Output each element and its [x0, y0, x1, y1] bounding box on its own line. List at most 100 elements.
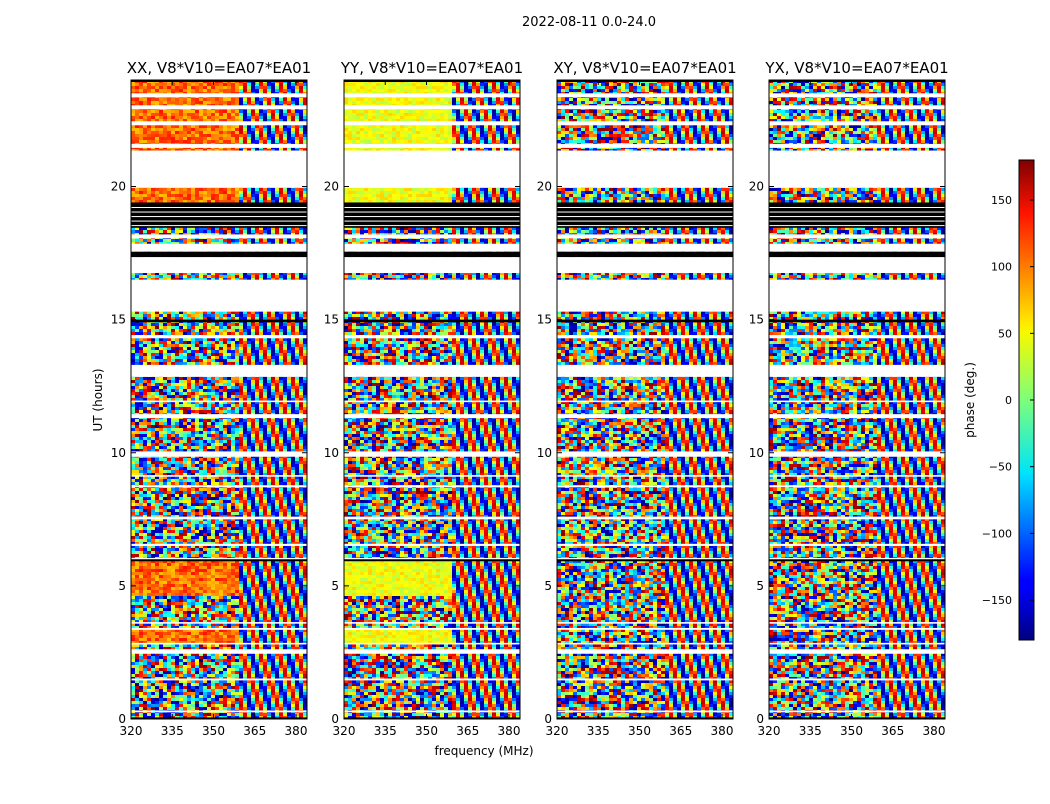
heatmap-cell [231, 83, 236, 87]
heatmap-cell [215, 377, 220, 381]
heatmap-cell [211, 395, 216, 399]
heatmap-cell [239, 134, 244, 138]
heatmap-cell [215, 323, 220, 327]
heatmap-cell [235, 332, 240, 336]
heatmap-cell [199, 350, 204, 354]
heatmap-cell [147, 419, 152, 423]
heatmap-cell [299, 272, 304, 276]
heatmap-cell [219, 89, 224, 93]
heatmap-cell [239, 377, 244, 381]
heatmap-cell [263, 227, 268, 231]
heatmap-cell [219, 191, 224, 195]
heatmap-cell [207, 137, 212, 141]
heatmap-cell [195, 113, 200, 117]
heatmap-cell [303, 242, 307, 246]
heatmap-cell [247, 128, 252, 132]
heatmap-cell [259, 128, 264, 132]
heatmap-cell [291, 326, 296, 330]
heatmap-cell [303, 128, 307, 132]
heatmap-cell [219, 329, 224, 333]
heatmap-cell [139, 131, 144, 135]
heatmap-cell [171, 137, 176, 141]
heatmap-cell [151, 344, 156, 348]
heatmap-cell [219, 350, 224, 354]
heatmap-cell [159, 323, 164, 327]
heatmap-cell [195, 272, 200, 276]
heatmap-cell [251, 128, 256, 132]
heatmap-cell [131, 362, 136, 366]
heatmap-cell [235, 350, 240, 354]
heatmap-cell [243, 407, 248, 411]
heatmap-cell [143, 194, 148, 198]
heatmap-cell [199, 116, 204, 120]
heatmap-cell [151, 353, 156, 357]
heatmap-cell [275, 188, 280, 192]
heatmap-cell [247, 125, 252, 129]
heatmap-cell [303, 407, 307, 411]
heatmap-cell [243, 380, 248, 384]
heatmap-cell [275, 347, 280, 351]
heatmap-cell [267, 197, 272, 201]
heatmap-cell [259, 197, 264, 201]
heatmap-cell [163, 128, 168, 132]
heatmap-cell [279, 194, 284, 198]
heatmap-cell [135, 353, 140, 357]
heatmap-cell [131, 116, 136, 120]
heatmap-cell [187, 98, 192, 102]
heatmap-cell [231, 125, 236, 129]
heatmap-cell [195, 275, 200, 279]
heatmap-cell [303, 311, 307, 315]
heatmap-cell [235, 200, 240, 204]
heatmap-cell [271, 392, 276, 396]
heatmap-cell [195, 188, 200, 192]
heatmap-cell [247, 395, 252, 399]
heatmap-cell [251, 383, 256, 387]
heatmap-cell [235, 137, 240, 141]
heatmap-cell [183, 353, 188, 357]
heatmap-cell [299, 332, 304, 336]
heatmap-cell [203, 137, 208, 141]
heatmap-cell [179, 197, 184, 201]
heatmap-cell [275, 386, 280, 390]
heatmap-cell [271, 338, 276, 342]
heatmap-cell [287, 341, 292, 345]
heatmap-cell [239, 86, 244, 90]
heatmap-cell [275, 140, 280, 144]
heatmap-cell [291, 101, 296, 105]
heatmap-cell [183, 227, 188, 231]
heatmap-cell [183, 377, 188, 381]
heatmap-cell [211, 362, 216, 366]
heatmap-cell [203, 191, 208, 195]
heatmap-cell [199, 194, 204, 198]
heatmap-cell [183, 311, 188, 315]
heatmap-cell [187, 392, 192, 396]
heatmap-cell [271, 191, 276, 195]
heatmap-cell [223, 200, 228, 204]
heatmap-cell [259, 341, 264, 345]
heatmap-cell [271, 140, 276, 144]
heatmap-cell [155, 350, 160, 354]
heatmap-cell [255, 395, 260, 399]
heatmap-cell [279, 404, 284, 408]
heatmap-cell [199, 200, 204, 204]
heatmap-cell [251, 398, 256, 402]
heatmap-cell [291, 350, 296, 354]
heatmap-cell [219, 119, 224, 123]
heatmap-cell [215, 110, 220, 114]
heatmap-cell [147, 125, 152, 129]
heatmap-cell [247, 323, 252, 327]
heatmap-cell [163, 275, 168, 279]
heatmap-cell [231, 362, 236, 366]
heatmap-cell [179, 110, 184, 114]
heatmap-cell [223, 86, 228, 90]
heatmap-cell [279, 191, 284, 195]
heatmap-cell [263, 386, 268, 390]
heatmap-cell [183, 392, 188, 396]
heatmap-cell [195, 194, 200, 198]
heatmap-cell [279, 86, 284, 90]
heatmap-cell [287, 110, 292, 114]
heatmap-cell [191, 86, 196, 90]
heatmap-cell [147, 407, 152, 411]
heatmap-cell [223, 407, 228, 411]
heatmap-cell [167, 323, 172, 327]
